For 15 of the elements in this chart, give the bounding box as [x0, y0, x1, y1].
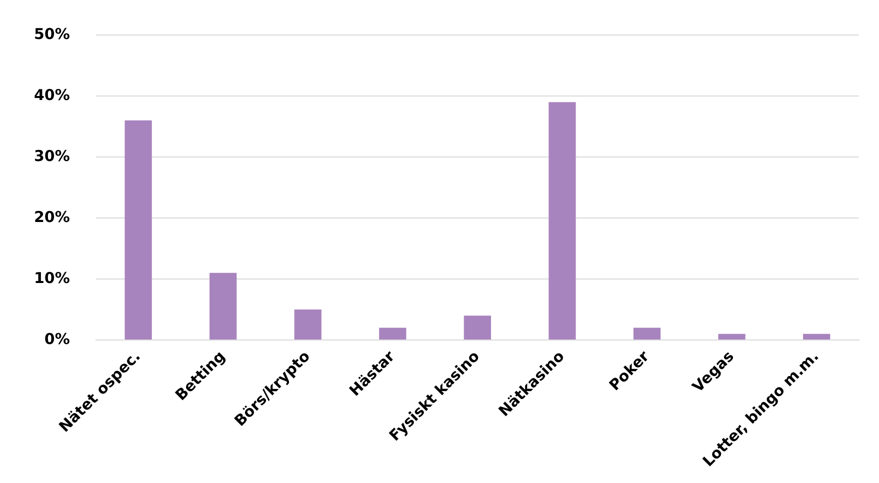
bar	[464, 316, 492, 340]
y-tick-label: 10%	[34, 268, 70, 287]
bar	[718, 334, 746, 340]
bar	[124, 120, 152, 340]
y-tick-label: 50%	[34, 24, 70, 43]
bar	[803, 334, 830, 340]
bar	[210, 272, 237, 340]
y-tick-label: 40%	[34, 86, 70, 104]
y-tick-label: 20%	[34, 208, 70, 226]
y-tick-label: 0%	[44, 330, 70, 348]
y-tick-label: 30%	[34, 146, 70, 165]
bar	[379, 328, 406, 340]
bar	[633, 328, 661, 340]
bar	[294, 309, 322, 340]
bar	[548, 102, 576, 340]
